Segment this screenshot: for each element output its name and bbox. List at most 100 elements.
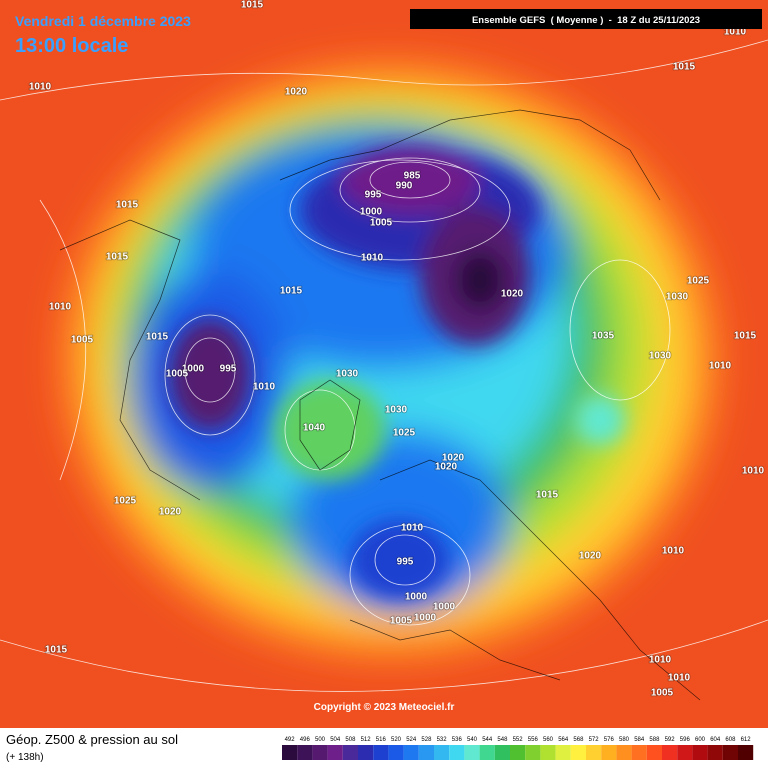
- legend-swatch: [388, 745, 404, 760]
- pressure-label: 1010: [649, 655, 672, 666]
- legend-value: 520: [391, 737, 402, 743]
- pressure-label: 1015: [45, 645, 68, 656]
- legend-value: 600: [695, 737, 706, 743]
- legend: Géop. Z500 & pression au sol (+ 138h) 49…: [6, 732, 754, 763]
- pressure-label: 1010: [709, 361, 732, 372]
- pressure-label: 1025: [687, 276, 710, 287]
- pressure-label: 985: [404, 171, 421, 182]
- legend-swatch: [312, 745, 328, 760]
- pressure-label: 1015: [673, 62, 696, 73]
- pressure-label: 1010: [361, 253, 384, 264]
- model-run: Ensemble GEFS ( Moyenne ) - 18 Z du 25/1…: [472, 15, 700, 26]
- pressure-label: 1010: [724, 27, 747, 38]
- pressure-label: 1015: [280, 286, 303, 297]
- legend-value: 576: [604, 737, 615, 743]
- forecast-date: Vendredi 1 décembre 2023: [15, 13, 191, 29]
- pressure-label: 1005: [651, 688, 674, 699]
- isobars: [0, 39, 768, 692]
- pressure-label: 1030: [385, 405, 408, 416]
- legend-value: 592: [665, 737, 676, 743]
- legend-swatch: [555, 745, 571, 760]
- legend-swatch: [449, 745, 465, 760]
- pressure-label: 1010: [742, 466, 765, 477]
- legend-value: 552: [513, 737, 524, 743]
- legend-swatch: [464, 745, 480, 760]
- legend-swatch: [434, 745, 450, 760]
- legend-value: 612: [741, 737, 752, 743]
- pressure-label: 1015: [734, 331, 757, 342]
- legend-value: 528: [421, 737, 432, 743]
- pressure-label: 1000: [405, 592, 428, 603]
- pressure-label: 1030: [666, 292, 689, 303]
- legend-swatch: [342, 745, 358, 760]
- legend-swatch: [570, 745, 586, 760]
- copyright: Copyright © 2023 Meteociel.fr: [314, 702, 455, 713]
- legend-value: 580: [619, 737, 630, 743]
- legend-value: 532: [437, 737, 448, 743]
- legend-value: 536: [452, 737, 463, 743]
- pressure-label: 1010: [49, 302, 72, 313]
- legend-value: 548: [497, 737, 508, 743]
- pressure-label: 1035: [592, 331, 615, 342]
- legend-value: 604: [710, 737, 721, 743]
- pressure-label: 1015: [146, 332, 169, 343]
- legend-swatch: [540, 745, 556, 760]
- legend-title: Géop. Z500 & pression au sol: [6, 732, 178, 747]
- pressure-label: 1010: [29, 82, 52, 93]
- legend-value: 516: [376, 737, 387, 743]
- legend-swatch: [297, 745, 313, 760]
- legend-swatch: [662, 745, 678, 760]
- pressure-label: 1010: [401, 523, 424, 534]
- legend-value: 608: [725, 737, 736, 743]
- geopotential-field: [0, 0, 768, 728]
- pressure-label: 1010: [253, 382, 276, 393]
- legend-value: 524: [406, 737, 417, 743]
- legend-swatch: [327, 745, 343, 760]
- pressure-label: 1025: [393, 428, 416, 439]
- pressure-label: 1030: [336, 369, 359, 380]
- pressure-label: 1040: [303, 423, 326, 434]
- legend-value: 568: [573, 737, 584, 743]
- legend-swatch: [586, 745, 602, 760]
- legend-value: 596: [680, 737, 691, 743]
- pressure-label: 1000: [433, 602, 456, 613]
- pressure-label: 1015: [116, 200, 139, 211]
- pressure-label: 1020: [159, 507, 182, 518]
- color-scale: 492 496 500 504 508 512 516 520 524 528 532 536 540 5…: [282, 737, 754, 760]
- model-banner: [410, 9, 762, 29]
- lead-time: (+ 138h): [6, 752, 44, 763]
- pressure-label: 1010: [662, 546, 685, 557]
- legend-swatch: [510, 745, 526, 760]
- pressure-label: 1025: [114, 496, 137, 507]
- legend-value: 540: [467, 737, 478, 743]
- pressure-label: 1005: [370, 218, 393, 229]
- legend-swatch: [631, 745, 647, 760]
- legend-swatch: [525, 745, 541, 760]
- pressure-label: 1015: [241, 0, 264, 11]
- legend-swatch: [692, 745, 708, 760]
- legend-swatch: [616, 745, 632, 760]
- legend-value: 584: [634, 737, 645, 743]
- legend-swatch: [403, 745, 419, 760]
- legend-swatch: [722, 745, 738, 760]
- legend-value: 492: [285, 737, 296, 743]
- legend-swatch: [479, 745, 495, 760]
- pressure-label: 1015: [106, 252, 129, 263]
- legend-value: 500: [315, 737, 326, 743]
- legend-value: 564: [558, 737, 569, 743]
- legend-swatch: [707, 745, 723, 760]
- legend-swatch: [738, 745, 754, 760]
- pressure-label: 995: [397, 557, 414, 568]
- pressure-label: 995: [220, 364, 237, 375]
- pressure-label: 1020: [501, 289, 524, 300]
- legend-swatch: [494, 745, 510, 760]
- pressure-label: 995: [365, 190, 382, 201]
- pressure-label: 1005: [166, 369, 189, 380]
- pressure-label: 1020: [285, 87, 308, 98]
- pressure-label: 990: [396, 181, 413, 192]
- legend-value: 544: [482, 737, 493, 743]
- pressure-label: 1000: [182, 364, 205, 375]
- pressure-label: 1020: [579, 551, 602, 562]
